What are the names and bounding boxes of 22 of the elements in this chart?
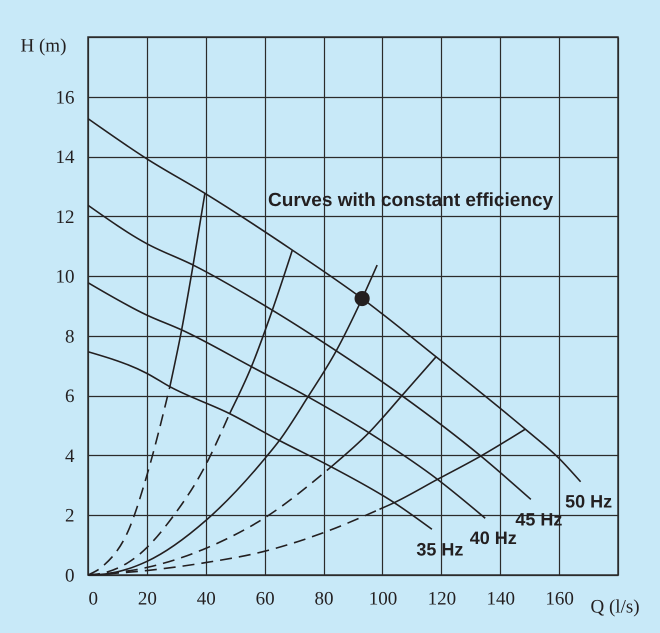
x-tick-label: 120 xyxy=(428,588,456,610)
x-tick-label: 60 xyxy=(256,588,275,610)
y-tick-label: 0 xyxy=(65,566,74,586)
x-tick-label: 20 xyxy=(138,588,157,610)
y-tick-label: 10 xyxy=(56,266,74,288)
series-label: 35 Hz xyxy=(416,539,464,560)
y-tick-label: 12 xyxy=(56,206,74,228)
x-tick-label: 40 xyxy=(196,588,216,610)
x-tick-label: 0 xyxy=(88,588,98,610)
x-tick-label: 160 xyxy=(545,588,574,610)
y-axis-title: H (m) xyxy=(20,36,66,56)
y-tick-label: 16 xyxy=(56,87,74,108)
y-tick-label: 2 xyxy=(65,506,74,527)
x-tick-label: 100 xyxy=(368,588,398,610)
y-tick-label: 4 xyxy=(65,446,75,467)
series-label: 50 Hz xyxy=(565,492,612,512)
y-tick-label: 14 xyxy=(56,147,75,168)
x-tick-label: 140 xyxy=(486,588,515,610)
x-tick-label: 80 xyxy=(314,588,334,610)
x-axis-title: Q (l/s) xyxy=(590,596,640,618)
y-tick-label: 6 xyxy=(65,386,74,408)
y-tick-label: 8 xyxy=(65,326,74,348)
